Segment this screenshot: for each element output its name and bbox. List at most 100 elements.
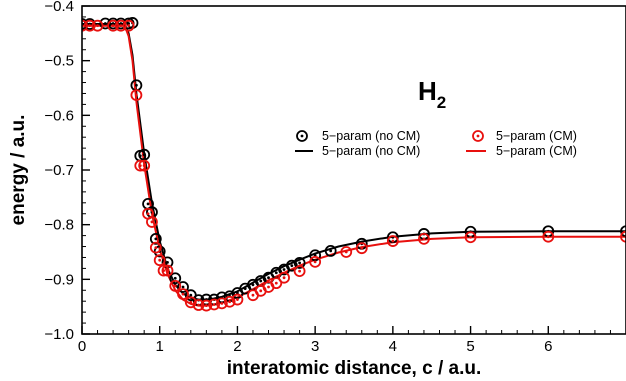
point-cm	[464, 231, 477, 244]
legend-item-cm-markers: 5−param (CM)	[472, 129, 577, 143]
x-tick-label: 0	[78, 338, 86, 355]
x-tick-label: 1	[156, 338, 164, 355]
point-dot-cm	[146, 212, 150, 216]
point-dot-cm	[282, 276, 286, 280]
point-cm	[223, 295, 236, 308]
point-dot-cm	[173, 284, 177, 288]
point-cm	[161, 264, 174, 277]
y-tick-label: −0.5	[44, 53, 74, 70]
point-no-cm	[169, 272, 182, 285]
point-dot-cm	[259, 289, 263, 293]
point-dot-cm	[111, 24, 115, 28]
point-dot-no-cm	[146, 202, 150, 206]
point-dot-cm	[197, 303, 200, 307]
x-tick-label: 2	[233, 338, 241, 355]
point-dot-cm	[212, 303, 216, 306]
y-tick-label: −0.9	[44, 271, 74, 288]
legend-item-cm-line: 5−param (CM)	[466, 144, 577, 158]
point-dot-cm	[298, 269, 301, 273]
point-cm	[355, 242, 368, 255]
point-dot-cm	[267, 285, 270, 289]
point-dot-cm	[166, 269, 169, 272]
legend-label-no-cm-line: 5−param (no CM)	[322, 144, 420, 158]
point-cm	[130, 89, 143, 102]
x-axis-title: interatomic distance, c / a.u.	[227, 358, 481, 379]
point-cm	[138, 159, 151, 172]
point-dot-cm	[313, 260, 317, 264]
point-cm	[215, 297, 228, 310]
point-cm	[114, 19, 127, 32]
point-no-cm	[285, 259, 298, 272]
point-dot-cm	[274, 281, 278, 285]
point-dot-cm	[88, 24, 92, 28]
point-no-cm	[177, 281, 189, 293]
legend-label-cm-line: 5−param (CM)	[496, 144, 577, 158]
x-tick-label: 5	[466, 338, 474, 355]
annotation-h2: H2	[418, 76, 446, 112]
point-no-cm	[324, 245, 337, 257]
point-dot-no-cm	[251, 283, 255, 287]
point-cm	[82, 19, 88, 32]
legend-label-cm-markers: 5−param (CM)	[496, 129, 577, 143]
point-no-cm	[293, 257, 306, 269]
point-cm	[200, 299, 213, 312]
point-dot-cm	[158, 258, 162, 262]
point-dot-cm	[228, 300, 232, 304]
plot-frame	[81, 5, 626, 335]
point-cm	[620, 230, 626, 243]
point-dot-cm	[422, 237, 426, 241]
data-marks	[82, 17, 626, 312]
y-axis-title: energy / a.u.	[8, 115, 29, 226]
legend: 5−param (no CM) 5−param (no CM) 5−param …	[295, 129, 577, 158]
point-dot-cm	[181, 292, 185, 296]
point-cm	[418, 232, 430, 245]
point-dot-no-cm	[329, 249, 333, 253]
point-cm	[542, 230, 555, 243]
y-tick-label: −0.8	[44, 217, 74, 234]
point-dot-no-cm	[166, 260, 169, 264]
point-no-cm	[153, 245, 166, 258]
point-cm	[177, 288, 189, 300]
legend-marker-black-circle	[296, 130, 308, 142]
y-tick-label: −0.6	[44, 107, 74, 124]
point-cm	[192, 299, 205, 311]
y-tick-label: −0.7	[44, 162, 74, 179]
point-dot-cm	[204, 304, 208, 307]
point-cm	[208, 298, 221, 311]
point-cm	[184, 296, 197, 309]
point-dot-no-cm	[282, 268, 286, 271]
point-dot-cm	[546, 235, 550, 239]
point-cm	[270, 277, 283, 290]
y-tick-label: −1.0	[44, 326, 74, 343]
point-dot-no-cm	[189, 293, 193, 297]
point-cm	[107, 19, 119, 32]
point-dot-cm	[469, 235, 472, 239]
point-dot-no-cm	[243, 287, 247, 291]
point-dot-cm	[189, 300, 193, 304]
point-dot-no-cm	[173, 276, 177, 280]
point-dot-cm	[236, 298, 239, 301]
x-tick-label: 6	[544, 338, 552, 355]
point-cm	[278, 271, 290, 284]
point-dot-cm	[96, 24, 99, 28]
point-cm	[122, 19, 135, 32]
point-dot-cm	[119, 24, 123, 28]
point-dot-cm	[150, 220, 154, 224]
axis-ticks: 0 1 2 3 4 5 6 −0.4 −0.5 −0.6 −0.7 −0.8 −0.9 −1.0	[44, 0, 611, 355]
point-cm	[91, 19, 104, 32]
point-dot-no-cm	[274, 271, 278, 275]
point-no-cm	[99, 17, 112, 30]
point-cm	[231, 293, 244, 306]
point-cm	[153, 254, 166, 267]
point-dot-cm	[154, 246, 158, 250]
point-dot-cm	[127, 24, 131, 28]
x-tick-label: 4	[389, 338, 397, 355]
legend-marker-red-circle	[472, 130, 484, 142]
point-dot-no-cm	[154, 237, 158, 241]
point-cm	[149, 241, 162, 254]
point-dot-no-cm	[181, 285, 185, 289]
legend-label-no-cm-markers: 5−param (no CM)	[322, 129, 420, 143]
point-dot-no-cm	[111, 22, 115, 25]
point-dot-cm	[135, 93, 138, 97]
